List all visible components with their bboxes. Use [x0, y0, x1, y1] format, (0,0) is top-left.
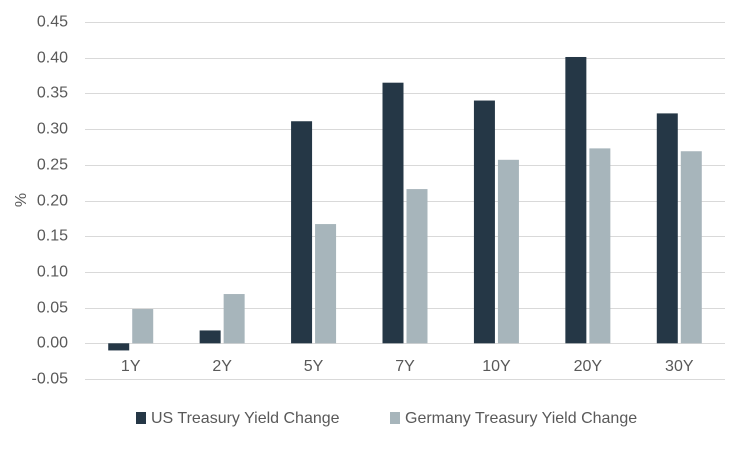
y-tick-label: -0.05: [32, 371, 69, 388]
us-bar-30y: [656, 113, 678, 344]
y-tick-label: 0.15: [37, 228, 68, 245]
us-bar-20y: [565, 56, 587, 344]
x-axis-ticks: 1Y 2Y 5Y 7Y 10Y 20Y 30Y: [121, 358, 694, 375]
y-tick-label: 0.10: [37, 264, 68, 281]
germany-bar-10y: [497, 159, 519, 344]
x-tick-label: 30Y: [665, 358, 694, 375]
gridlines: [85, 22, 725, 380]
x-tick-label: 5Y: [304, 358, 324, 375]
x-tick-label: 7Y: [395, 358, 415, 375]
x-tick-label: 20Y: [574, 358, 603, 375]
y-tick-label: 0.40: [37, 50, 68, 67]
legend-item: US Treasury Yield Change: [136, 410, 340, 427]
germany-bar-7y: [406, 189, 428, 344]
y-tick-label: 0.35: [37, 85, 68, 102]
legend-swatch: [136, 412, 146, 424]
us-bar-2y: [199, 330, 221, 344]
germany-bar-20y: [589, 148, 611, 344]
us-bar-7y: [382, 82, 404, 344]
y-tick-label: 0.30: [37, 121, 68, 138]
x-tick-label: 1Y: [121, 358, 141, 375]
y-tick-label: 0.45: [37, 14, 68, 31]
bars: [108, 56, 702, 351]
germany-bar-5y: [315, 224, 337, 344]
legend-item: Germany Treasury Yield Change: [390, 410, 637, 427]
y-axis-title: %: [13, 193, 30, 207]
legend: US Treasury Yield Change Germany Treasury…: [136, 410, 637, 427]
y-tick-label: 0.05: [37, 300, 68, 317]
legend-label: US Treasury Yield Change: [151, 410, 340, 427]
y-axis-ticks: -0.05 0.00 0.05 0.10 0.15 0.20 0.25 0.30 0.35 0.4…: [32, 14, 69, 388]
germany-bar-30y: [680, 151, 702, 344]
germany-bar-1y: [132, 309, 154, 344]
y-tick-label: 0.00: [37, 335, 68, 352]
legend-label: Germany Treasury Yield Change: [405, 410, 637, 427]
us-bar-5y: [291, 121, 313, 344]
x-tick-label: 10Y: [482, 358, 511, 375]
us-bar-1y: [108, 343, 130, 351]
us-bar-10y: [473, 100, 495, 344]
x-tick-label: 2Y: [212, 358, 232, 375]
y-tick-label: 0.20: [37, 193, 68, 210]
germany-bar-2y: [223, 294, 245, 344]
y-tick-label: 0.25: [37, 157, 68, 174]
legend-swatch: [390, 412, 400, 424]
